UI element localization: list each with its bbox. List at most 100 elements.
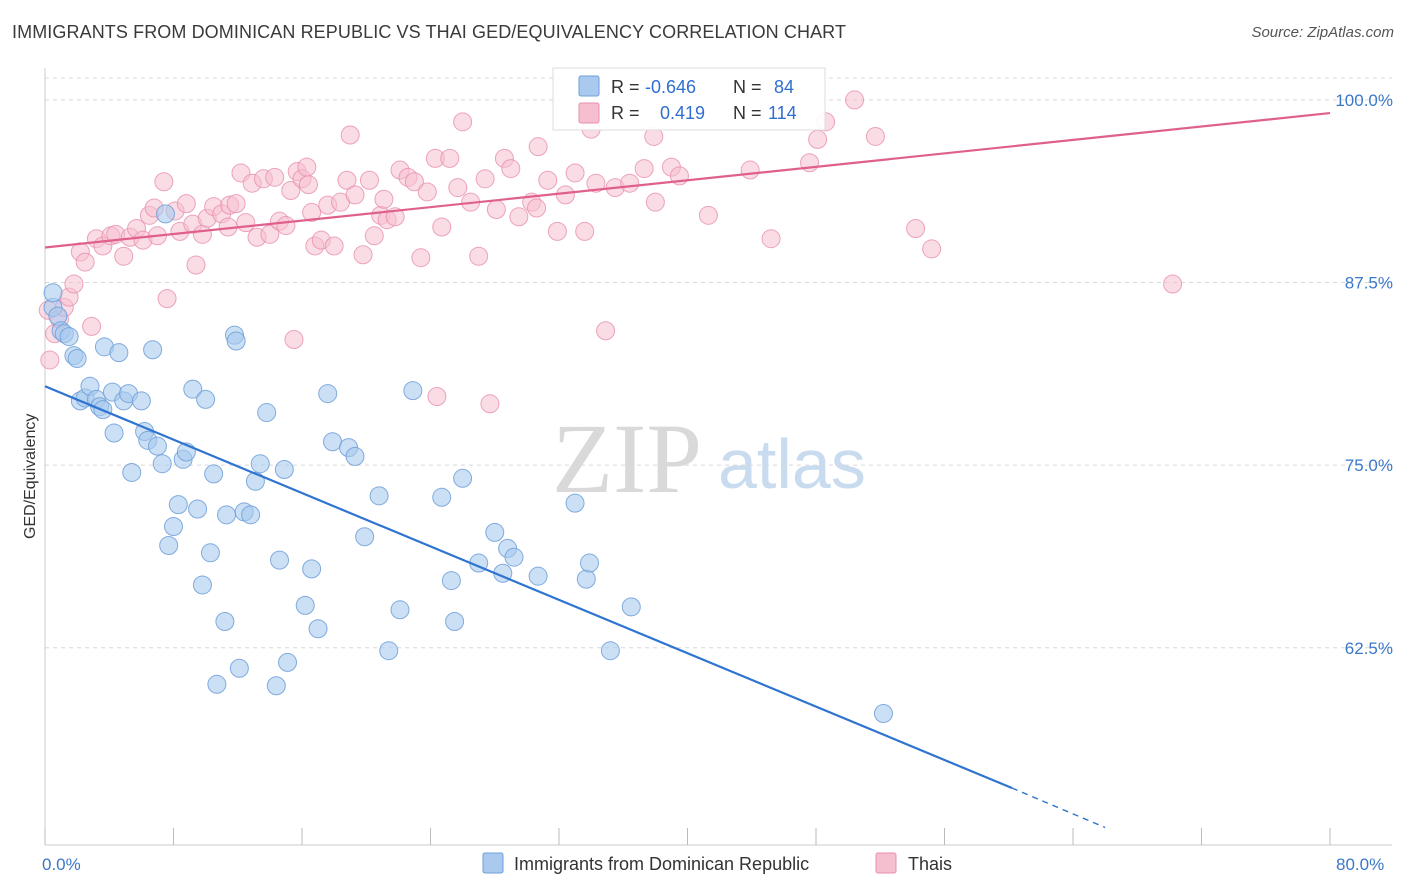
y-tick-label: 87.5% <box>1345 274 1393 293</box>
thais-point <box>364 226 384 246</box>
dominican-point <box>266 676 286 696</box>
thais-point <box>359 170 379 190</box>
dominican-point <box>390 600 410 620</box>
thais-point <box>411 248 431 268</box>
thais-points <box>38 90 1183 414</box>
dominican-point <box>250 454 270 474</box>
dominican-point <box>432 487 452 507</box>
thais-point <box>40 350 60 370</box>
thais-point <box>501 159 521 179</box>
dominican-point <box>302 559 322 579</box>
dominican-point <box>43 283 63 303</box>
dominican-point <box>369 486 389 506</box>
thais-point <box>528 137 548 157</box>
thais-point <box>432 217 452 237</box>
dominican-point <box>229 658 249 678</box>
thais-point <box>345 185 365 205</box>
stats-n-value-1: 84 <box>774 77 794 97</box>
dominican-point <box>241 505 261 525</box>
legend-label-dominican: Immigrants from Dominican Republic <box>514 854 809 874</box>
thais-point <box>297 157 317 177</box>
thais-point <box>761 229 781 249</box>
stats-r-label-2: R = <box>611 103 640 123</box>
dominican-point <box>576 569 596 589</box>
dominican-point <box>104 423 124 443</box>
thais-point <box>114 246 134 266</box>
y-axis-title: GED/Equivalency <box>22 414 39 539</box>
thais-point <box>186 255 206 275</box>
dominican-point <box>318 384 338 404</box>
thais-point <box>404 172 424 192</box>
thais-point <box>154 172 174 192</box>
thais-point <box>922 239 942 259</box>
dominican-point <box>122 462 142 482</box>
thais-point <box>440 148 460 168</box>
grid-lines <box>45 77 1392 649</box>
thais-point <box>284 330 304 350</box>
thais-point <box>509 207 529 227</box>
thais-point <box>226 194 246 214</box>
dominican-point <box>59 327 79 347</box>
thais-point <box>337 170 357 190</box>
thais-point <box>480 394 500 414</box>
dominican-trend-extension <box>1011 787 1106 829</box>
dominican-point <box>274 460 294 480</box>
dominican-point <box>147 436 167 456</box>
x-tick-label-max: 80.0% <box>1336 855 1384 874</box>
dominican-point <box>441 571 461 591</box>
y-tick-label: 62.5% <box>1345 639 1393 658</box>
y-tick-labels: 62.5% 75.0% 87.5% 100.0% <box>1335 91 1393 658</box>
dominican-point <box>200 543 220 563</box>
dominican-point <box>204 464 224 484</box>
dominican-point <box>109 343 129 363</box>
dominican-point <box>278 652 298 672</box>
thais-point <box>575 221 595 241</box>
dominican-trend-line <box>44 385 1013 790</box>
thais-point <box>586 173 606 193</box>
thais-point <box>565 163 585 183</box>
dominican-point <box>217 505 237 525</box>
dominican-point <box>196 389 216 409</box>
dominican-point <box>168 495 188 515</box>
thais-trend-line <box>44 111 1331 249</box>
thais-point <box>547 221 567 241</box>
thais-point <box>427 386 447 406</box>
thais-point <box>302 202 322 222</box>
thais-point <box>469 246 489 266</box>
dominican-point <box>270 550 290 570</box>
dominican-point <box>226 331 246 351</box>
watermark-atlas: atlas <box>718 425 866 503</box>
x-tick-label-min: 0.0% <box>42 855 81 874</box>
y-tick-label: 100.0% <box>1335 91 1393 110</box>
dominican-point <box>453 468 473 488</box>
dominican-point <box>621 597 641 617</box>
dominican-point <box>155 204 175 224</box>
stats-swatch-blue <box>578 75 600 97</box>
thais-point <box>192 224 212 244</box>
thais-point <box>1163 274 1183 294</box>
thais-point <box>75 252 95 272</box>
thais-point <box>374 189 394 209</box>
dominican-point <box>131 391 151 411</box>
bottom-legend: Immigrants from Dominican Republic Thais <box>482 852 952 874</box>
y-tick-label: 75.0% <box>1345 456 1393 475</box>
thais-point <box>645 192 665 212</box>
thais-point <box>265 167 285 187</box>
legend-label-thais: Thais <box>908 854 952 874</box>
dominican-point <box>152 454 172 474</box>
dominican-point <box>565 493 585 513</box>
stats-r-value-1: -0.646 <box>645 77 696 97</box>
thais-point <box>486 199 506 219</box>
dominican-point <box>504 547 524 567</box>
dominican-point <box>485 522 505 542</box>
thais-point <box>555 185 575 205</box>
legend-swatch-dominican <box>482 852 504 874</box>
thais-point <box>845 90 865 110</box>
dominican-point <box>323 432 343 452</box>
dominican-point <box>379 641 399 661</box>
axes <box>44 68 1392 846</box>
dominican-points <box>43 204 893 724</box>
thais-point <box>448 178 468 198</box>
thais-point <box>808 129 828 149</box>
